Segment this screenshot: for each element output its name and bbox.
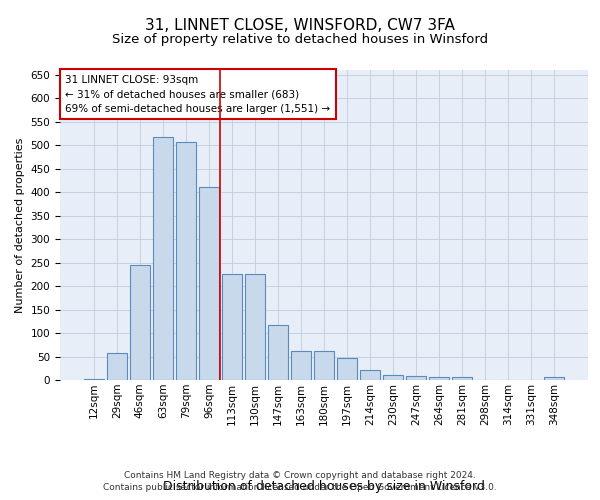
Bar	[360, 370, 380, 380]
Bar	[430, 376, 449, 380]
Text: Contains HM Land Registry data © Crown copyright and database right 2024.: Contains HM Land Registry data © Crown c…	[124, 472, 476, 480]
Bar	[268, 324, 288, 380]
Text: 31, LINNET CLOSE, WINSFORD, CW7 3FA: 31, LINNET CLOSE, WINSFORD, CW7 3FA	[145, 18, 455, 32]
Bar	[291, 351, 311, 380]
Bar	[176, 142, 196, 380]
Bar	[245, 274, 265, 380]
Bar	[84, 379, 104, 380]
Bar	[130, 265, 149, 380]
Bar	[337, 358, 357, 380]
Bar	[452, 377, 472, 380]
Bar	[544, 377, 564, 380]
Text: Size of property relative to detached houses in Winsford: Size of property relative to detached ho…	[112, 32, 488, 46]
Bar	[153, 137, 173, 380]
Bar	[199, 188, 218, 380]
Bar	[406, 376, 426, 380]
Y-axis label: Number of detached properties: Number of detached properties	[15, 138, 25, 312]
Bar	[314, 351, 334, 380]
Bar	[222, 274, 242, 380]
X-axis label: Distribution of detached houses by size in Winsford: Distribution of detached houses by size …	[163, 480, 485, 494]
Text: Contains public sector information licensed under the Open Government Licence v3: Contains public sector information licen…	[103, 482, 497, 492]
Bar	[107, 353, 127, 380]
Text: 31 LINNET CLOSE: 93sqm
← 31% of detached houses are smaller (683)
69% of semi-de: 31 LINNET CLOSE: 93sqm ← 31% of detached…	[65, 74, 331, 114]
Bar	[383, 375, 403, 380]
